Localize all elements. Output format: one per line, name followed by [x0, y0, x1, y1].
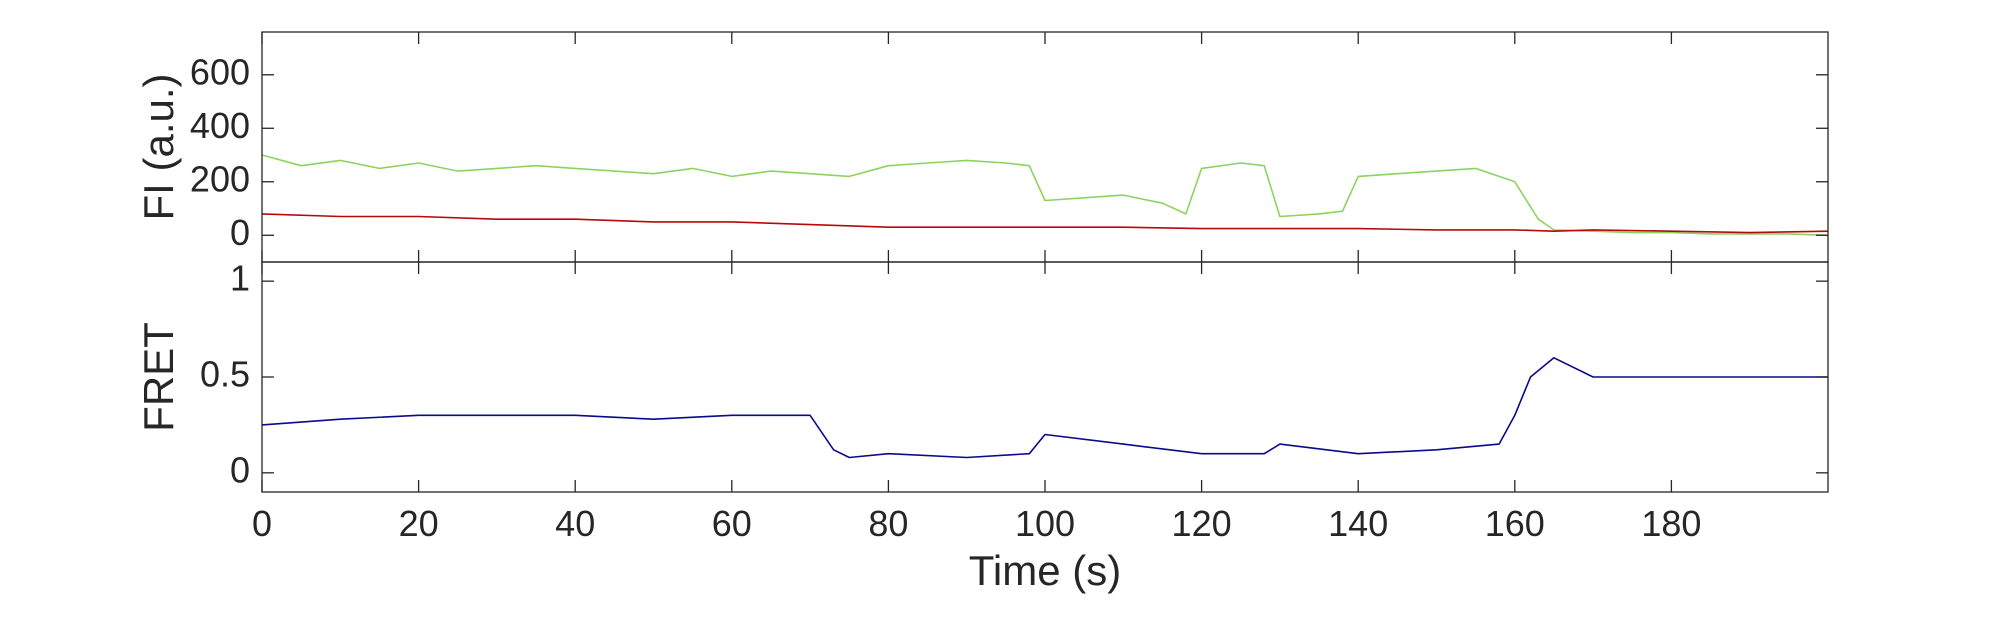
fret-y-tick-label: 0.5 [200, 354, 250, 395]
x-tick-label: 180 [1641, 503, 1701, 544]
x-tick-label: 20 [399, 503, 439, 544]
fluorescence-panel: 0 200 400 600 FI (a.u.) [135, 31, 1829, 263]
x-tick-label: 40 [555, 503, 595, 544]
x-tick-label: 60 [712, 503, 752, 544]
fluorescence-series-0-line [261, 154, 1829, 237]
x-tick-label: 140 [1328, 503, 1388, 544]
fluorescence-y-tick-label: 200 [190, 158, 250, 199]
x-tick-label: 120 [1172, 503, 1232, 544]
fluorescence-y-tick-label: 400 [190, 105, 250, 146]
fret-y-tick-label: 0 [230, 449, 250, 490]
fluorescence-y-axis-label: FI (a.u.) [135, 73, 182, 220]
x-tick-label: 80 [868, 503, 908, 544]
x-tick-label: 100 [1015, 503, 1075, 544]
fret-panel: 0 0.5 1 0 20 40 60 80 100 120 140 160 180 FRET Time … [135, 258, 1829, 594]
fret-y-tick-label: 1 [230, 258, 250, 299]
x-tick-label: 160 [1485, 503, 1545, 544]
fluorescence-y-tick-label: 0 [230, 212, 250, 253]
x-tick-label: 0 [252, 503, 272, 544]
fluorescence-series-1-line [261, 213, 1829, 234]
fret-series-0-line [261, 357, 1828, 459]
fluorescence-y-tick-label: 600 [190, 51, 250, 92]
fret-y-axis-label: FRET [135, 322, 182, 432]
x-axis-label: Time (s) [969, 547, 1121, 594]
